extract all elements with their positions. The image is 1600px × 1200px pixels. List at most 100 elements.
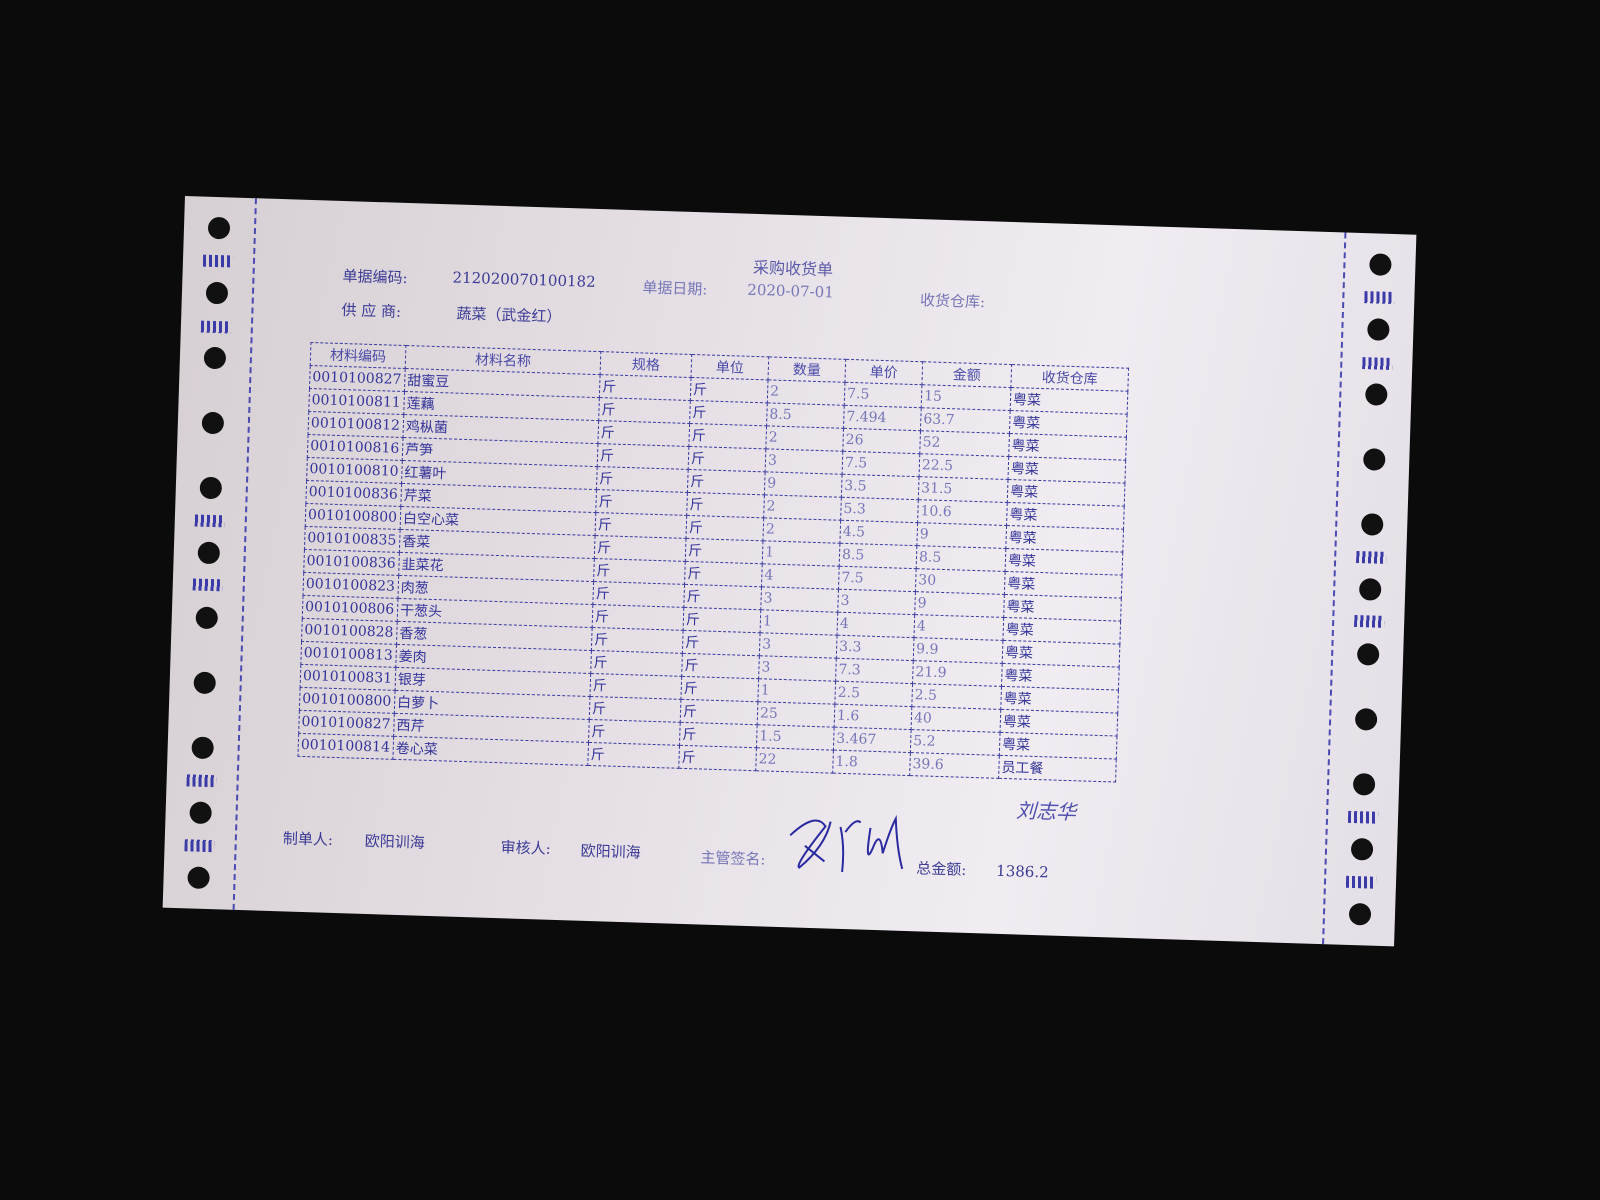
table-cell: 3 bbox=[837, 589, 916, 615]
table-cell: 7.5 bbox=[844, 382, 922, 408]
table-cell: 1 bbox=[760, 609, 838, 636]
table-cell: 员工餐 bbox=[998, 755, 1117, 783]
table-cell: 斤 bbox=[592, 581, 685, 608]
table-cell: 3 bbox=[765, 448, 843, 475]
table-cell: 4 bbox=[837, 612, 915, 638]
table-cell: 8.5 bbox=[916, 545, 1006, 572]
supervisor-signature bbox=[789, 814, 904, 873]
column-header: 单位 bbox=[691, 354, 769, 380]
table-cell: 9 bbox=[764, 471, 843, 498]
supplier-label: 供 应 商: bbox=[341, 300, 402, 321]
table-cell: 4.5 bbox=[839, 520, 918, 546]
table-cell: 斤 bbox=[594, 535, 686, 562]
table-cell: 0010100810 bbox=[306, 457, 403, 484]
table-cell: 25 bbox=[757, 701, 835, 728]
table-cell: 斤 bbox=[589, 673, 682, 700]
table-cell: 7.5 bbox=[842, 451, 920, 477]
table-cell: 1.5 bbox=[756, 724, 835, 751]
total-label: 总金额: bbox=[915, 859, 967, 879]
table-cell: 31.5 bbox=[918, 476, 1009, 503]
table-cell: 斤 bbox=[598, 397, 691, 424]
table-cell: 0010100836 bbox=[303, 549, 400, 576]
table-cell: 2 bbox=[762, 517, 841, 544]
table-cell: 15 bbox=[921, 384, 1011, 411]
tractor-strip-right bbox=[1322, 232, 1417, 947]
column-header: 金额 bbox=[921, 361, 1012, 388]
table-cell: 1 bbox=[762, 540, 840, 567]
table-cell: 0010100823 bbox=[303, 572, 399, 599]
table-cell: 斤 bbox=[590, 650, 683, 677]
table-cell: 斤 bbox=[686, 492, 765, 518]
table-cell: 0010100806 bbox=[302, 595, 398, 622]
table-cell: 3 bbox=[760, 586, 839, 613]
table-cell: 3.467 bbox=[833, 727, 912, 753]
table-cell: 斤 bbox=[683, 607, 761, 633]
table-cell: 0010100814 bbox=[297, 733, 394, 760]
table-cell: 斤 bbox=[689, 400, 768, 426]
maker-label: 制单人: bbox=[282, 829, 334, 849]
table-cell: 9 bbox=[914, 591, 1005, 618]
table-cell: 斤 bbox=[595, 489, 688, 516]
table-cell: 0010100835 bbox=[304, 526, 401, 553]
reviewer: 欧阳训海 bbox=[580, 841, 641, 862]
supplier: 蔬菜（武金红） bbox=[456, 304, 562, 326]
doc-no-label: 单据编码: bbox=[342, 266, 408, 288]
table-cell: 0010100827 bbox=[309, 365, 406, 392]
table-cell: 斤 bbox=[595, 512, 687, 539]
column-header: 数量 bbox=[768, 356, 846, 383]
table-cell: 10.6 bbox=[917, 499, 1008, 526]
tractor-strip-left bbox=[162, 196, 257, 910]
supervisor-label: 主管签名: bbox=[700, 848, 766, 869]
table-cell: 9.9 bbox=[913, 637, 1003, 664]
table-cell: 斤 bbox=[680, 699, 758, 725]
receipt-paper: 采购收货单 单据编码: 212020070100182 单据日期: 2020-0… bbox=[162, 196, 1417, 947]
table-cell: 8.5 bbox=[839, 543, 917, 569]
table-cell: 斤 bbox=[588, 719, 681, 746]
table-cell: 0010100800 bbox=[299, 687, 396, 714]
date-label: 单据日期: bbox=[642, 278, 708, 299]
table-cell: 1.6 bbox=[834, 704, 912, 730]
table-cell: 斤 bbox=[593, 558, 686, 585]
table-cell: 22 bbox=[755, 747, 834, 774]
table-cell: 2 bbox=[763, 494, 842, 521]
table-cell: 40 bbox=[911, 706, 1001, 733]
table-cell: 0010100812 bbox=[308, 411, 404, 438]
table-cell: 39.6 bbox=[909, 752, 1000, 779]
table-cell: 3.5 bbox=[841, 474, 920, 500]
reviewer-label: 审核人: bbox=[500, 838, 552, 858]
table-cell: 3 bbox=[759, 632, 838, 659]
table-cell: 7.3 bbox=[835, 658, 914, 684]
table-cell: 斤 bbox=[596, 466, 689, 493]
table-cell: 5.3 bbox=[840, 497, 919, 523]
table-cell: 3.3 bbox=[836, 635, 914, 661]
table-cell: 斤 bbox=[591, 627, 684, 654]
table-cell: 8.5 bbox=[766, 402, 845, 429]
table-cell: 21.9 bbox=[912, 660, 1003, 687]
table-cell: 斤 bbox=[679, 722, 758, 748]
table-cell: 0010100800 bbox=[305, 503, 401, 530]
table-cell: 30 bbox=[915, 568, 1006, 595]
table-cell: 0010100811 bbox=[308, 388, 405, 415]
table-cell: 斤 bbox=[688, 423, 767, 449]
table-cell: 52 bbox=[919, 430, 1010, 457]
table-cell: 63.7 bbox=[920, 407, 1011, 434]
doc-no: 212020070100182 bbox=[452, 268, 596, 291]
table-cell: 斤 bbox=[678, 745, 757, 771]
table-cell: 2 bbox=[767, 379, 845, 406]
table-cell: 斤 bbox=[683, 584, 762, 610]
table-cell: 9 bbox=[916, 522, 1007, 549]
table-cell: 1 bbox=[757, 678, 836, 705]
date: 2020-07-01 bbox=[747, 280, 835, 302]
table-cell: 7.494 bbox=[843, 405, 922, 431]
table-cell: 斤 bbox=[690, 377, 769, 403]
table-cell: 0010100836 bbox=[305, 480, 402, 507]
column-header: 单价 bbox=[844, 359, 923, 385]
table-cell: 斤 bbox=[685, 538, 763, 564]
table-cell: 斤 bbox=[687, 469, 766, 495]
table-cell: 3 bbox=[758, 655, 837, 682]
table-cell: 2 bbox=[765, 425, 844, 452]
column-header: 规格 bbox=[600, 351, 692, 378]
table-cell: 0010100816 bbox=[307, 434, 404, 461]
table-cell: 斤 bbox=[599, 374, 692, 401]
table-cell: 卷心菜 bbox=[392, 736, 589, 766]
